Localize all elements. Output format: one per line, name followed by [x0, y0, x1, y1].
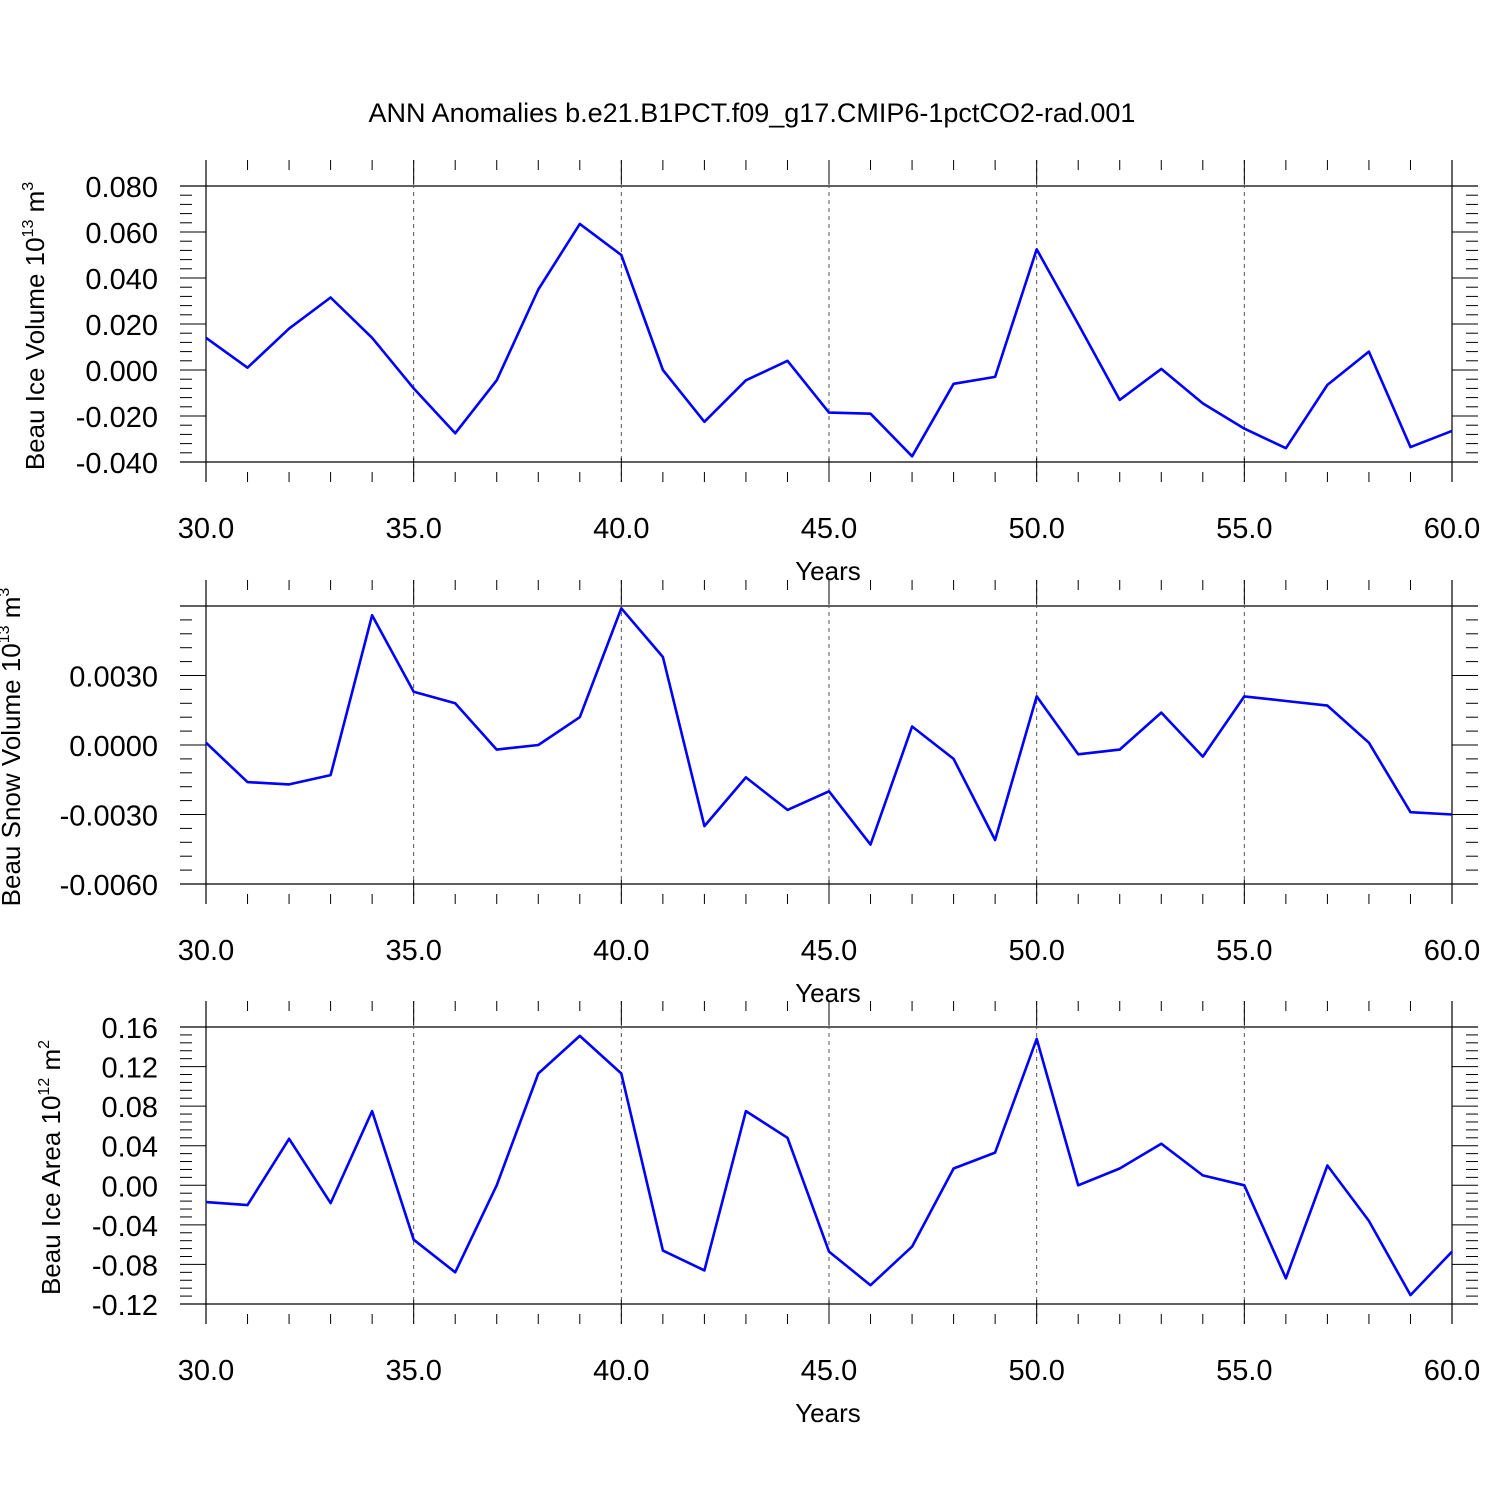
x-tick-label: 45.0: [801, 935, 857, 967]
y-axis-title-main: Beau Ice Area 10: [36, 1096, 66, 1295]
y-axis-title-unit: m: [36, 1049, 66, 1078]
y-tick-label: 0.020: [85, 310, 158, 342]
series-line: [205, 606, 1453, 846]
y-tick-label: 0.040: [85, 264, 158, 296]
y-axis-title-unit-exponent: 3: [0, 588, 13, 597]
y-axis-title: Beau Ice Area 1012 m2: [36, 1040, 66, 1295]
y-axis-title-unit-exponent: 3: [20, 182, 37, 191]
y-tick-label: 0.060: [85, 218, 158, 250]
y-tick-label: 0.0030: [69, 662, 158, 694]
x-axis-title: Years: [795, 1398, 861, 1428]
x-axis-title: Years: [795, 556, 861, 586]
y-tick-label: 0.12: [102, 1053, 158, 1085]
x-tick-label: 60.0: [1424, 935, 1480, 967]
chart-panel-1: 30.0 35.0 40.0 45.0 50.0 55.0 60.0 -0.040 -0.020…: [20, 160, 1480, 586]
y-axis-title-main: Beau Snow Volume 10: [0, 643, 26, 906]
y-axis-title-exponent: 13: [0, 625, 13, 643]
y-tick-label: 0.0000: [69, 731, 158, 763]
x-tick-label: 50.0: [1008, 935, 1064, 967]
y-tick-label: 0.16: [102, 1013, 158, 1045]
x-tick-label: 45.0: [801, 513, 857, 545]
y-tick-label: -0.12: [92, 1290, 158, 1322]
x-tick-label: 35.0: [385, 513, 441, 545]
y-axis-title-unit: m: [20, 191, 50, 220]
x-tick-label: 35.0: [385, 1355, 441, 1387]
series-line: [205, 1034, 1453, 1297]
y-axis-title-exponent: 13: [20, 220, 37, 238]
y-tick-label: 0.04: [102, 1132, 158, 1164]
y-tick-label: -0.0060: [60, 870, 158, 902]
x-tick-label: 30.0: [178, 1355, 234, 1387]
chart-title: ANN Anomalies b.e21.B1PCT.f09_g17.CMIP6-…: [369, 98, 1136, 128]
y-tick-label: 0.080: [85, 172, 158, 204]
x-tick-label: 50.0: [1008, 1355, 1064, 1387]
x-tick-label: 35.0: [385, 935, 441, 967]
y-axis-title-main: Beau Ice Volume 10: [20, 237, 50, 470]
x-tick-label: 30.0: [178, 513, 234, 545]
y-tick-label: -0.020: [76, 402, 158, 434]
chart-panel-2: 30.0 35.0 40.0 45.0 50.0 55.0 60.0 -0.0060 -0.00…: [0, 580, 1480, 1008]
x-tick-label: 30.0: [178, 935, 234, 967]
x-tick-label: 55.0: [1216, 935, 1272, 967]
y-tick-label: 0.000: [85, 356, 158, 388]
y-axis-title: Beau Ice Volume 1013 m3: [20, 182, 50, 470]
y-tick-label: -0.04: [92, 1211, 158, 1243]
x-tick-label: 40.0: [593, 513, 649, 545]
x-tick-label: 60.0: [1424, 1355, 1480, 1387]
x-tick-label: 40.0: [593, 1355, 649, 1387]
y-axis-title-exponent: 12: [36, 1078, 53, 1096]
y-tick-label: -0.040: [76, 448, 158, 480]
y-tick-label: -0.0030: [60, 801, 158, 833]
x-tick-label: 60.0: [1424, 513, 1480, 545]
chart-panel-3: 30.0 35.0 40.0 45.0 50.0 55.0 60.0 -0.12 -0.08 -0…: [36, 1001, 1480, 1428]
x-tick-label: 55.0: [1216, 513, 1272, 545]
y-axis-title-unit: m: [0, 597, 26, 626]
y-axis-title: Beau Snow Volume 1013 m3: [0, 588, 26, 907]
x-axis-title: Years: [795, 978, 861, 1008]
x-tick-label: 55.0: [1216, 1355, 1272, 1387]
y-tick-label: 0.08: [102, 1092, 158, 1124]
y-tick-label: -0.08: [92, 1250, 158, 1282]
x-tick-label: 40.0: [593, 935, 649, 967]
y-axis-title-unit-exponent: 2: [36, 1040, 53, 1049]
x-tick-label: 50.0: [1008, 513, 1064, 545]
y-tick-label: 0.00: [102, 1171, 158, 1203]
x-tick-label: 45.0: [801, 1355, 857, 1387]
series-line: [205, 222, 1453, 458]
